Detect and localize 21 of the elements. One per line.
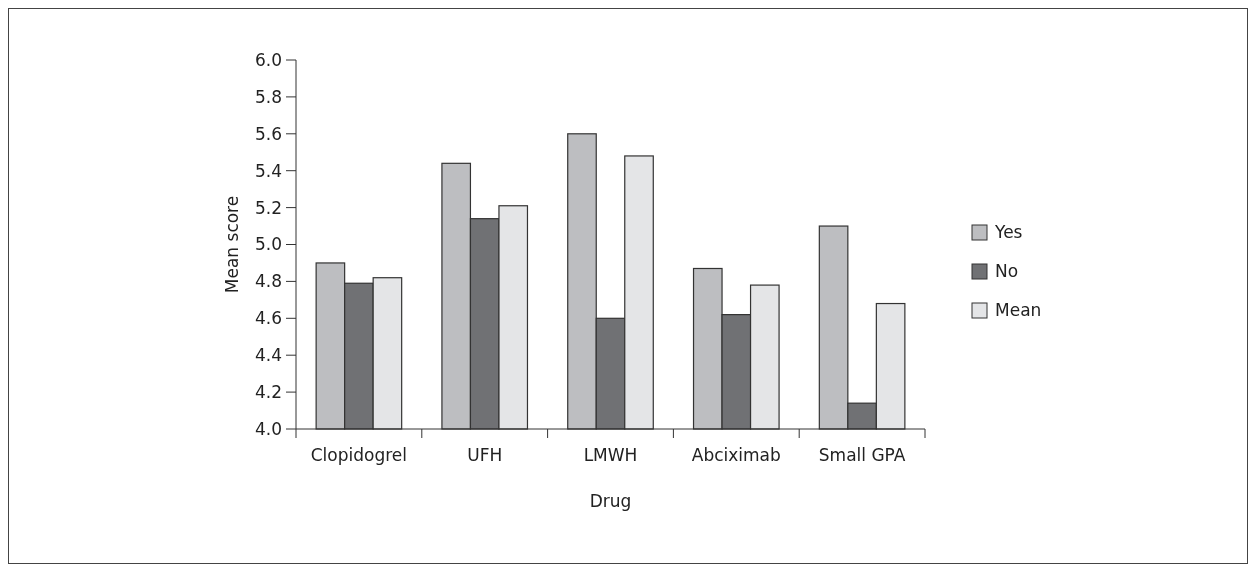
y-axis-title: Mean score bbox=[222, 195, 242, 294]
x-axis-title: Drug bbox=[589, 491, 632, 511]
y-tick-label: 5.0 bbox=[254, 234, 282, 255]
y-tick-label: 4.0 bbox=[254, 418, 282, 439]
x-tick-label: Small GPA bbox=[818, 445, 906, 465]
y-tick-label: 4.2 bbox=[254, 382, 282, 403]
legend-label: No bbox=[995, 261, 1019, 281]
y-tick-label: 5.8 bbox=[254, 86, 282, 107]
y-tick-label: 5.6 bbox=[254, 123, 282, 144]
y-tick-label: 4.4 bbox=[254, 345, 282, 366]
y-tick-label: 6.0 bbox=[254, 49, 282, 70]
y-tick-label: 5.2 bbox=[254, 197, 282, 218]
x-tick-label: UFH bbox=[467, 445, 503, 465]
y-tick-label: 4.8 bbox=[254, 271, 282, 292]
x-tick-label: LMWH bbox=[583, 445, 638, 465]
x-tick-label: Abciximab bbox=[691, 445, 781, 465]
y-tick-label: 5.4 bbox=[254, 160, 282, 181]
y-tick-label: 4.6 bbox=[254, 308, 282, 329]
legend-label: Yes bbox=[994, 222, 1023, 242]
x-tick-label: Clopidogrel bbox=[310, 445, 408, 465]
legend-label: Mean bbox=[995, 300, 1042, 320]
